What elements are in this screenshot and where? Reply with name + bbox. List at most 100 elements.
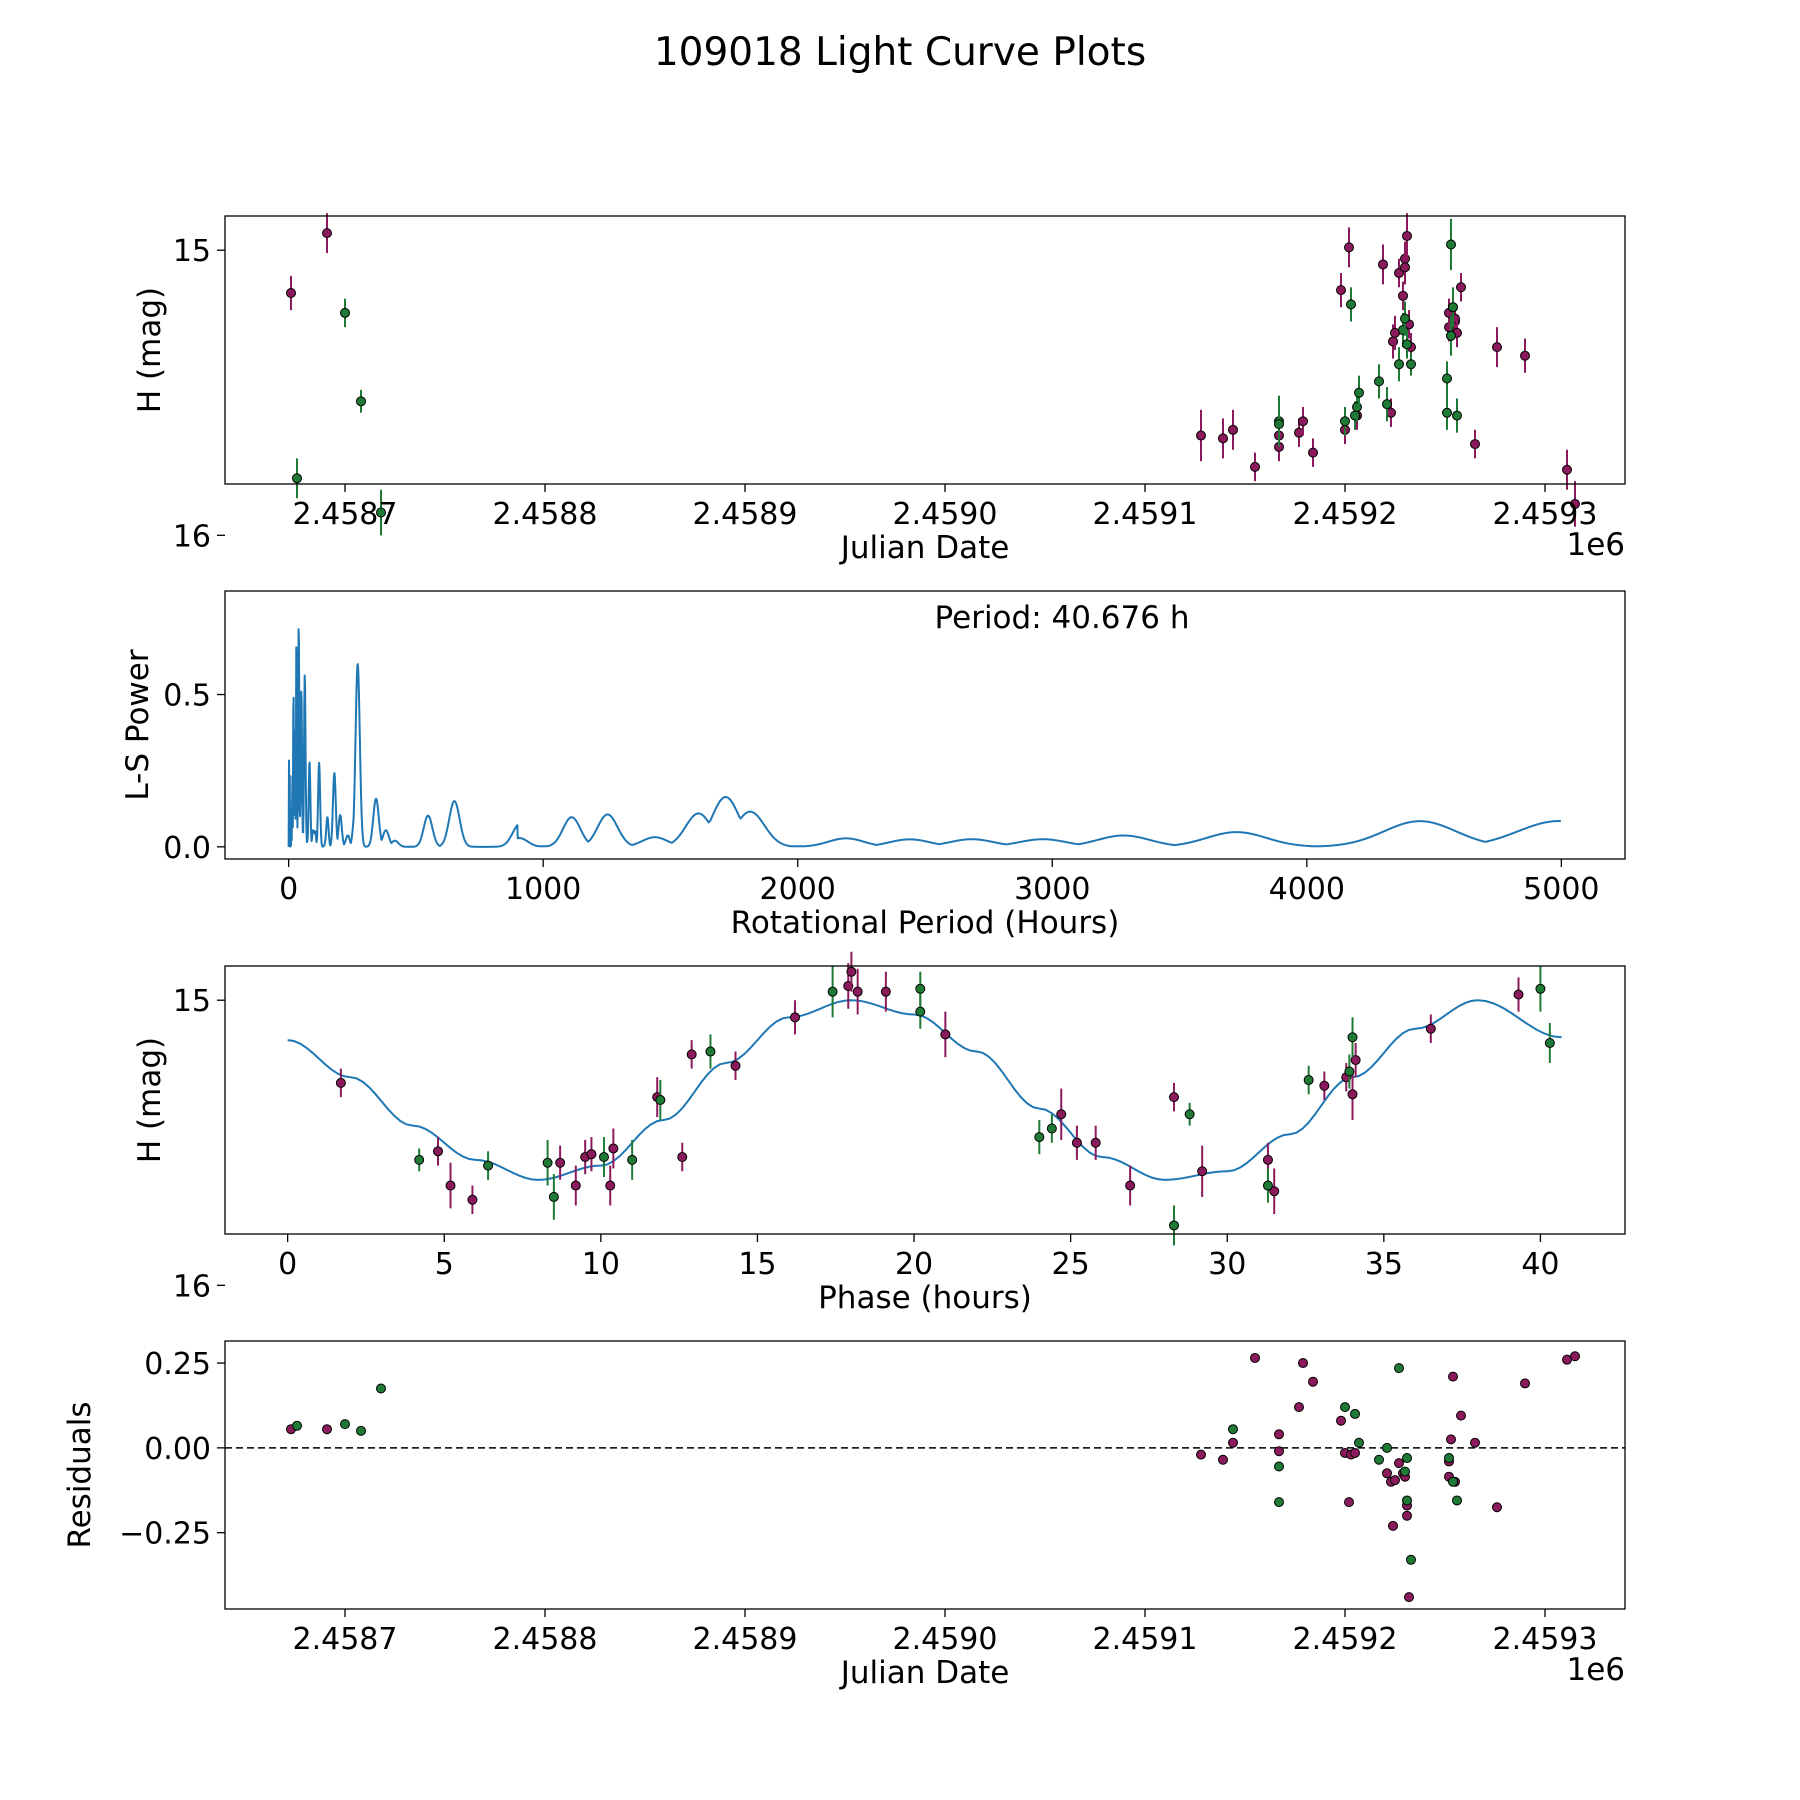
y-tick-label: 0.0 — [163, 831, 211, 866]
x-tick-label: 2.4591 — [1093, 497, 1198, 532]
primary-point — [1350, 1055, 1361, 1066]
primary-point — [1390, 1475, 1400, 1486]
secondary-point — [1350, 1408, 1360, 1419]
secondary-point — [292, 1420, 302, 1431]
secondary-point — [1448, 302, 1458, 313]
secondary-point — [1352, 402, 1362, 413]
primary-point — [1344, 1497, 1354, 1508]
periodogram-x-label: Rotational Period (Hours) — [731, 905, 1120, 941]
secondary-point — [1346, 299, 1356, 310]
primary-point — [432, 1146, 443, 1157]
secondary-point — [1046, 1123, 1057, 1134]
x-tick-label: 1000 — [505, 872, 581, 907]
primary-point — [1570, 1351, 1580, 1362]
secondary-point — [1350, 410, 1360, 421]
secondary-point — [1374, 376, 1384, 387]
primary-point — [1347, 1089, 1358, 1100]
primary-point — [1520, 1378, 1530, 1389]
x-tick-label: 2.4589 — [693, 1622, 798, 1657]
residuals-panel: 2.4587 2.4588 2.4589 2.4590 2.4591 2.4592 2.45… — [62, 1340, 1626, 1691]
primary-point — [1388, 1520, 1398, 1531]
primary-point — [1394, 1458, 1404, 1469]
primary-point — [1274, 1446, 1284, 1457]
x-tick-label: 0 — [278, 1247, 297, 1282]
x-tick-label: 2.4587 — [293, 497, 398, 532]
primary-point — [467, 1194, 478, 1205]
periodogram-line — [287, 628, 1561, 848]
secondary-point — [1382, 1442, 1392, 1453]
secondary-point — [1446, 330, 1456, 341]
secondary-point — [1354, 1437, 1364, 1448]
primary-point — [1382, 1468, 1392, 1479]
primary-point — [608, 1143, 619, 1154]
primary-point — [1350, 1447, 1360, 1458]
light-curve-y-label: H (mag) — [132, 287, 168, 413]
secondary-point — [1402, 1453, 1412, 1464]
primary-point — [322, 228, 332, 239]
secondary-point — [1274, 419, 1284, 430]
secondary-point — [1034, 1132, 1045, 1143]
primary-point — [1448, 1371, 1458, 1382]
primary-point — [1404, 1592, 1414, 1603]
primary-point — [1425, 1023, 1436, 1034]
secondary-point — [376, 507, 386, 518]
x-tick-label: 15 — [738, 1247, 776, 1282]
primary-point — [555, 1157, 566, 1168]
periodogram-axes-frame — [224, 590, 1626, 860]
primary-point — [1294, 1402, 1304, 1413]
primary-point — [1336, 1415, 1346, 1426]
primary-point — [1298, 416, 1308, 427]
primary-point — [1470, 439, 1480, 450]
secondary-point — [827, 986, 838, 997]
primary-point — [1196, 1449, 1206, 1460]
light-curve-panel: 2.4587 2.4588 2.4589 2.4590 2.4591 2.4592 2.45… — [132, 213, 1626, 566]
x-tick-label: 20 — [895, 1247, 933, 1282]
x-tick-label: 2.4593 — [1493, 1622, 1598, 1657]
secondary-point — [1406, 1554, 1416, 1565]
primary-point — [1492, 1502, 1502, 1513]
secondary-point — [356, 1425, 366, 1436]
y-tick-label: 15 — [173, 234, 211, 269]
periodogram-y-label: L-S Power — [120, 649, 156, 800]
primary-point — [1400, 262, 1410, 273]
secondary-point — [1340, 416, 1350, 427]
y-tick-label: 0.00 — [144, 1432, 211, 1467]
y-tick-label: 16 — [173, 519, 211, 554]
primary-point — [1228, 1437, 1238, 1448]
primary-point — [1319, 1080, 1330, 1091]
primary-point — [790, 1012, 801, 1023]
secondary-point — [1448, 1476, 1458, 1487]
primary-point — [1562, 464, 1572, 475]
secondary-point — [1402, 1495, 1412, 1506]
primary-point — [1262, 1154, 1273, 1165]
secondary-point — [376, 1383, 386, 1394]
period-annotation: Period: 40.676 h — [935, 600, 1190, 636]
y-tick-label: 15 — [173, 984, 211, 1019]
primary-point — [1056, 1109, 1067, 1120]
phased-curve-x-label: Phase (hours) — [818, 1280, 1032, 1316]
primary-point — [1513, 989, 1524, 1000]
x-tick-label: 35 — [1365, 1247, 1403, 1282]
light-curve-axes-frame — [224, 215, 1626, 485]
primary-point — [1378, 259, 1388, 270]
secondary-point — [1452, 1495, 1462, 1506]
primary-point — [1520, 350, 1530, 361]
figure-title: 109018 Light Curve Plots — [654, 30, 1146, 75]
secondary-point — [1303, 1075, 1314, 1086]
primary-point — [686, 1049, 697, 1060]
primary-point — [1570, 498, 1580, 509]
primary-point — [1125, 1180, 1136, 1191]
secondary-point — [1402, 339, 1412, 350]
primary-point — [1470, 1437, 1480, 1448]
primary-point — [1402, 1510, 1412, 1521]
primary-point — [586, 1149, 597, 1160]
secondary-point — [915, 983, 926, 994]
secondary-point — [1344, 1066, 1355, 1077]
phased-curve-y-label: H (mag) — [132, 1037, 168, 1163]
primary-point — [1308, 447, 1318, 458]
primary-point — [852, 986, 863, 997]
phased-curve-axes-frame — [224, 965, 1626, 1235]
phased-curve-panel: 0 5 10 15 20 25 30 35 40 16 15 Phase (hours) H (ma… — [132, 951, 1626, 1316]
secondary-point — [1394, 1363, 1404, 1374]
